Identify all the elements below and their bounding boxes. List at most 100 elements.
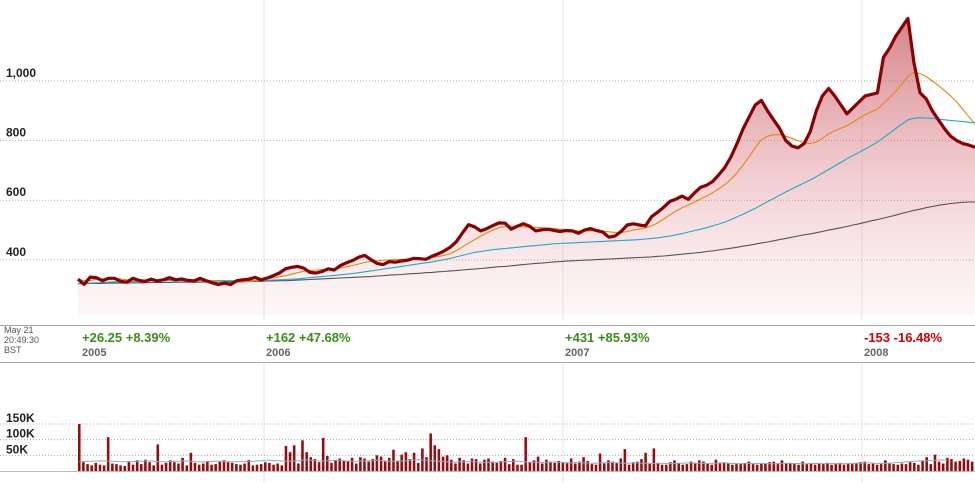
volume-bar	[574, 463, 577, 471]
volume-bar	[123, 466, 127, 471]
volume-bar	[243, 463, 246, 471]
volume-bar	[739, 463, 742, 471]
volume-bar	[797, 464, 800, 471]
volume-bar	[193, 462, 197, 471]
volume-bar	[222, 460, 226, 471]
volume-bar	[160, 464, 164, 471]
volume-bar	[941, 463, 945, 471]
volume-bar	[908, 462, 912, 471]
price-line	[76, 16, 975, 287]
volume-bar	[355, 463, 358, 471]
volume-bar	[197, 464, 201, 471]
volume-bar	[565, 462, 569, 471]
volume-bar	[131, 464, 135, 471]
volume-bar	[470, 458, 474, 471]
volume-bar	[871, 463, 875, 471]
volume-bar	[793, 464, 796, 471]
volume-bar	[718, 463, 722, 471]
volume-bar	[950, 459, 953, 471]
volume-bar	[392, 449, 395, 471]
period-change-2008: -153 -16.48%	[864, 330, 942, 345]
period-year-2008: 2008	[864, 347, 888, 359]
volume-bar	[532, 460, 536, 471]
volume-bar	[388, 457, 391, 471]
volume-bar	[636, 461, 639, 471]
volume-bar	[954, 461, 957, 471]
volume-bar	[235, 464, 238, 471]
volume-bar	[875, 464, 879, 471]
volume-bar	[520, 464, 523, 471]
volume-bar	[367, 461, 370, 471]
volume-bar	[189, 452, 193, 471]
volume-bar	[98, 464, 102, 471]
volume-bar	[545, 459, 548, 471]
volume-bar	[884, 460, 887, 471]
volume-bar	[350, 457, 354, 471]
volume-bar	[698, 460, 701, 471]
price-area-group	[78, 18, 975, 316]
volume-bar	[230, 462, 234, 471]
timestamp-zone: BST	[4, 345, 22, 355]
volume-average-group	[79, 459, 948, 465]
volume-bar	[681, 464, 685, 471]
volume-bar	[140, 464, 143, 471]
volume-bar	[168, 460, 172, 471]
volume-bar	[929, 464, 933, 471]
volume-bar	[363, 458, 366, 471]
volume-bar	[255, 464, 259, 471]
volume-bar	[330, 462, 333, 471]
price-area	[78, 18, 975, 316]
volume-bar	[900, 463, 904, 471]
volume-bar	[855, 462, 858, 471]
volume-bar	[706, 463, 709, 471]
volume-bar	[842, 464, 846, 471]
volume-bar	[933, 454, 937, 471]
volume-tick-label: 50K	[6, 442, 28, 456]
volume-bar	[809, 463, 813, 471]
volume-bar	[251, 465, 255, 471]
volume-bar	[619, 458, 623, 471]
volume-bar	[156, 444, 160, 471]
volume-bar	[206, 461, 209, 471]
volume-bar	[462, 460, 465, 471]
volume-bar	[582, 457, 585, 471]
ma-slow-line	[78, 201, 975, 285]
volume-bar	[177, 463, 180, 471]
volume-bar	[561, 462, 565, 471]
price-tick-label: 400	[6, 245, 26, 259]
volume-bar	[400, 454, 403, 471]
volume-bar	[218, 461, 222, 471]
volume-bar	[408, 459, 412, 471]
volume-bar	[644, 452, 647, 471]
volume-bar	[669, 462, 672, 471]
volume-bar	[879, 464, 883, 471]
price-line-group	[76, 16, 975, 287]
volume-bar	[474, 459, 478, 471]
volume-bar	[259, 464, 263, 471]
volume-bar	[483, 459, 486, 471]
period-change-2006: +162 +47.68%	[266, 330, 351, 345]
volume-bar	[784, 463, 788, 471]
volume-bar	[702, 461, 705, 471]
volume-bar	[913, 462, 916, 471]
volume-bar	[904, 464, 908, 471]
volume-bar	[722, 462, 726, 471]
volume-bar	[495, 462, 499, 471]
volume-bar	[627, 464, 631, 471]
volume-bar	[586, 461, 589, 471]
volume-bar	[623, 449, 627, 471]
volume-tick-label: 100K	[6, 427, 35, 441]
volume-bar	[648, 462, 651, 471]
volume-bar	[94, 462, 98, 471]
volume-bar	[429, 433, 432, 471]
volume-bar	[321, 437, 325, 471]
volume-bar	[689, 461, 693, 471]
volume-bar	[450, 459, 453, 471]
volume-bar	[714, 459, 718, 471]
volume-bar	[272, 464, 275, 471]
volume-bar	[301, 440, 304, 471]
volume-bar	[896, 464, 900, 471]
period-change-2007: +431 +85.93%	[565, 330, 650, 345]
volume-bar	[541, 463, 544, 471]
